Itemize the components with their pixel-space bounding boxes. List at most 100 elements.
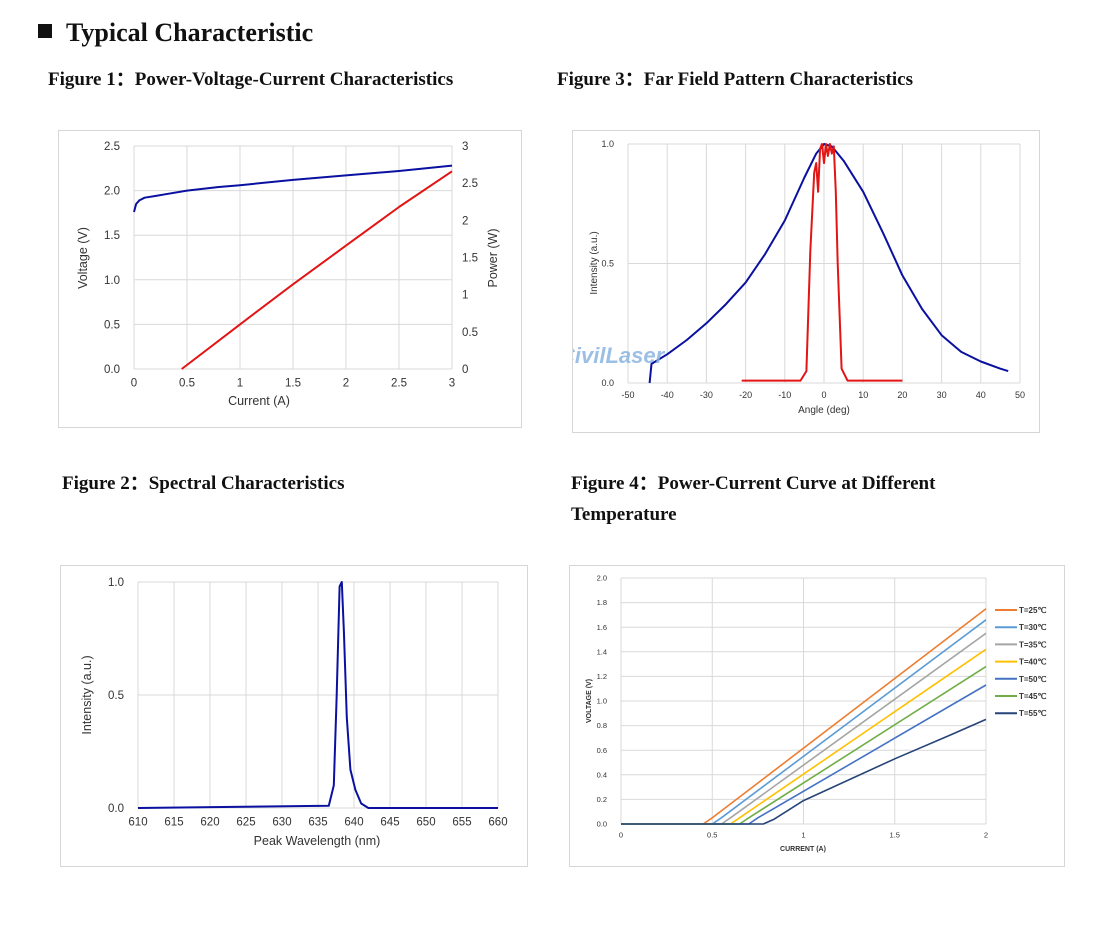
y-tick-label: 2.0 bbox=[597, 574, 607, 583]
y-tick-label: 1.2 bbox=[597, 672, 607, 681]
figure-2-plot: 610 615 620 625 630 635 640 645 650 655 660 0.0 0.5 1… bbox=[80, 577, 508, 848]
y-tick-label: 2.0 bbox=[104, 186, 120, 198]
x-tick-label: 615 bbox=[164, 817, 183, 829]
y2-tick-label: 0.5 bbox=[462, 327, 478, 339]
x-tick-label: 2 bbox=[984, 831, 988, 840]
legend-label: T=35℃ bbox=[1019, 640, 1046, 649]
y-tick-label: 1.0 bbox=[601, 139, 614, 149]
figure-1-title: Figure 1：Power-Voltage-Current Character… bbox=[48, 69, 454, 90]
figure-2-chart: 610 615 620 625 630 635 640 645 650 655 660 0.0 0.5 1… bbox=[60, 565, 528, 867]
series-line-1 bbox=[181, 170, 453, 370]
x-axis-label: Angle (deg) bbox=[798, 405, 850, 416]
y-tick-label: 0.0 bbox=[108, 803, 124, 815]
legend-label: T=30℃ bbox=[1019, 623, 1046, 632]
figure-3-plot: -50 -40 -30 -20 -10 0 10 20 30 40 50 0.0 0.5 1.0 Angle… bbox=[573, 139, 1025, 416]
x-tick-label: 660 bbox=[488, 817, 507, 829]
y2-tick-label: 2.5 bbox=[462, 178, 478, 190]
x-tick-label: 1.5 bbox=[890, 831, 900, 840]
y2-tick-label: 0 bbox=[462, 364, 468, 376]
series-line-T55 bbox=[621, 718, 987, 825]
y2-axis-label: Power (W) bbox=[486, 228, 500, 287]
y-tick-label: 1.5 bbox=[104, 230, 120, 242]
y-tick-label: 1.6 bbox=[597, 623, 607, 632]
x-tick-label: -30 bbox=[700, 390, 713, 400]
y-tick-label: 0.4 bbox=[597, 770, 607, 779]
y2-tick-label: 1.5 bbox=[462, 253, 478, 265]
page-title: Typical Characteristic bbox=[38, 18, 313, 48]
y-axis-label: Intensity (a.u.) bbox=[589, 231, 600, 294]
x-tick-label: -50 bbox=[621, 390, 634, 400]
x-tick-label: 630 bbox=[272, 817, 291, 829]
legend-label: T=50℃ bbox=[1019, 675, 1046, 684]
series-line-0 bbox=[648, 143, 1009, 384]
x-tick-label: 30 bbox=[937, 390, 947, 400]
y-tick-label: 2.5 bbox=[104, 141, 120, 153]
x-tick-label: -40 bbox=[661, 390, 674, 400]
series-line-0 bbox=[137, 581, 498, 809]
x-tick-label: 3 bbox=[449, 378, 455, 390]
figure-2-title: Figure 2：Spectral Characteristics bbox=[62, 473, 345, 494]
x-tick-label: 0 bbox=[131, 378, 137, 390]
figure-3-title: Figure 3：Far Field Pattern Characteristi… bbox=[557, 69, 913, 90]
x-tick-label: 2.5 bbox=[391, 378, 407, 390]
figure-4-title: Figure 4：Power-Current Curve at Differen… bbox=[571, 473, 936, 525]
y-axis-label: VOLTAGE (V) bbox=[586, 679, 593, 723]
watermark-logo: CivilLaser bbox=[573, 343, 666, 368]
x-tick-label: 0 bbox=[619, 831, 623, 840]
y-tick-label: 1.0 bbox=[597, 697, 607, 706]
legend-label: T=40℃ bbox=[1019, 658, 1046, 667]
y-tick-label: 0.5 bbox=[108, 690, 124, 702]
x-tick-label: 40 bbox=[976, 390, 986, 400]
figure-4-chart: 0 0.5 1 1.5 2 0.0 0.2 0.4 0.6 0.8 1.0 1.2 1.4 1.6 1.8 2… bbox=[569, 565, 1065, 867]
x-tick-label: 10 bbox=[858, 390, 868, 400]
x-tick-label: 625 bbox=[236, 817, 255, 829]
x-tick-label: 1.5 bbox=[285, 378, 301, 390]
y-tick-label: 1.0 bbox=[108, 577, 124, 589]
legend-label: T=55℃ bbox=[1019, 709, 1046, 718]
x-tick-label: 655 bbox=[452, 817, 471, 829]
y-tick-label: 0.8 bbox=[597, 721, 607, 730]
y-tick-label: 1.4 bbox=[597, 647, 607, 656]
y-tick-label: 0.5 bbox=[601, 259, 614, 269]
legend-label: T=45℃ bbox=[1019, 692, 1046, 701]
x-tick-label: 1 bbox=[801, 831, 805, 840]
figure-1-plot: 0 0.5 1 1.5 2 2.5 3 0.0 0.5 1.0 1.5 2.0 2.5 0 0.5 1 1.5 2… bbox=[76, 141, 500, 408]
x-tick-label: 610 bbox=[128, 817, 147, 829]
x-tick-label: 50 bbox=[1015, 390, 1025, 400]
x-tick-label: 635 bbox=[308, 817, 327, 829]
figure-1-chart: 0 0.5 1 1.5 2 2.5 3 0.0 0.5 1.0 1.5 2.0 2.5 0 0.5 1 1.5 2… bbox=[58, 130, 522, 428]
y2-tick-label: 2 bbox=[462, 215, 468, 227]
x-tick-label: 645 bbox=[380, 817, 399, 829]
x-tick-label: 2 bbox=[343, 378, 349, 390]
y-tick-label: 1.0 bbox=[104, 275, 120, 287]
series-line-1 bbox=[741, 143, 903, 382]
x-tick-label: 650 bbox=[416, 817, 435, 829]
x-tick-label: 1 bbox=[237, 378, 243, 390]
x-axis-label: Peak Wavelength (nm) bbox=[254, 834, 381, 848]
y-tick-label: 1.8 bbox=[597, 598, 607, 607]
y2-tick-label: 3 bbox=[462, 141, 468, 153]
x-tick-label: -20 bbox=[739, 390, 752, 400]
y-tick-label: 0.5 bbox=[104, 319, 120, 331]
y-tick-label: 0.0 bbox=[601, 378, 614, 388]
x-tick-label: 20 bbox=[897, 390, 907, 400]
series-line-0 bbox=[133, 164, 453, 213]
page-title-text: Typical Characteristic bbox=[66, 18, 314, 47]
y-tick-label: 0.6 bbox=[597, 746, 607, 755]
x-tick-label: -10 bbox=[778, 390, 791, 400]
y-tick-label: 0.0 bbox=[597, 820, 607, 829]
y-axis-label: Intensity (a.u.) bbox=[80, 655, 94, 734]
x-axis-label: Current (A) bbox=[228, 394, 290, 408]
figure-3-chart: -50 -40 -30 -20 -10 0 10 20 30 40 50 0.0 0.5 1.0 Angle… bbox=[572, 130, 1040, 433]
figure-4-plot: 0 0.5 1 1.5 2 0.0 0.2 0.4 0.6 0.8 1.0 1.2 1.4 1.6 1.8 2… bbox=[586, 574, 1046, 853]
legend-label: T=25℃ bbox=[1019, 606, 1046, 615]
x-axis-label: CURRENT (A) bbox=[780, 846, 826, 853]
y-axis-label: Voltage (V) bbox=[76, 227, 90, 289]
y-tick-label: 0.0 bbox=[104, 364, 120, 376]
bullet-square-icon bbox=[38, 24, 52, 38]
x-tick-label: 0.5 bbox=[179, 378, 195, 390]
x-tick-label: 620 bbox=[200, 817, 219, 829]
x-tick-label: 0.5 bbox=[707, 831, 717, 840]
x-tick-label: 640 bbox=[344, 817, 363, 829]
x-tick-label: 0 bbox=[821, 390, 826, 400]
